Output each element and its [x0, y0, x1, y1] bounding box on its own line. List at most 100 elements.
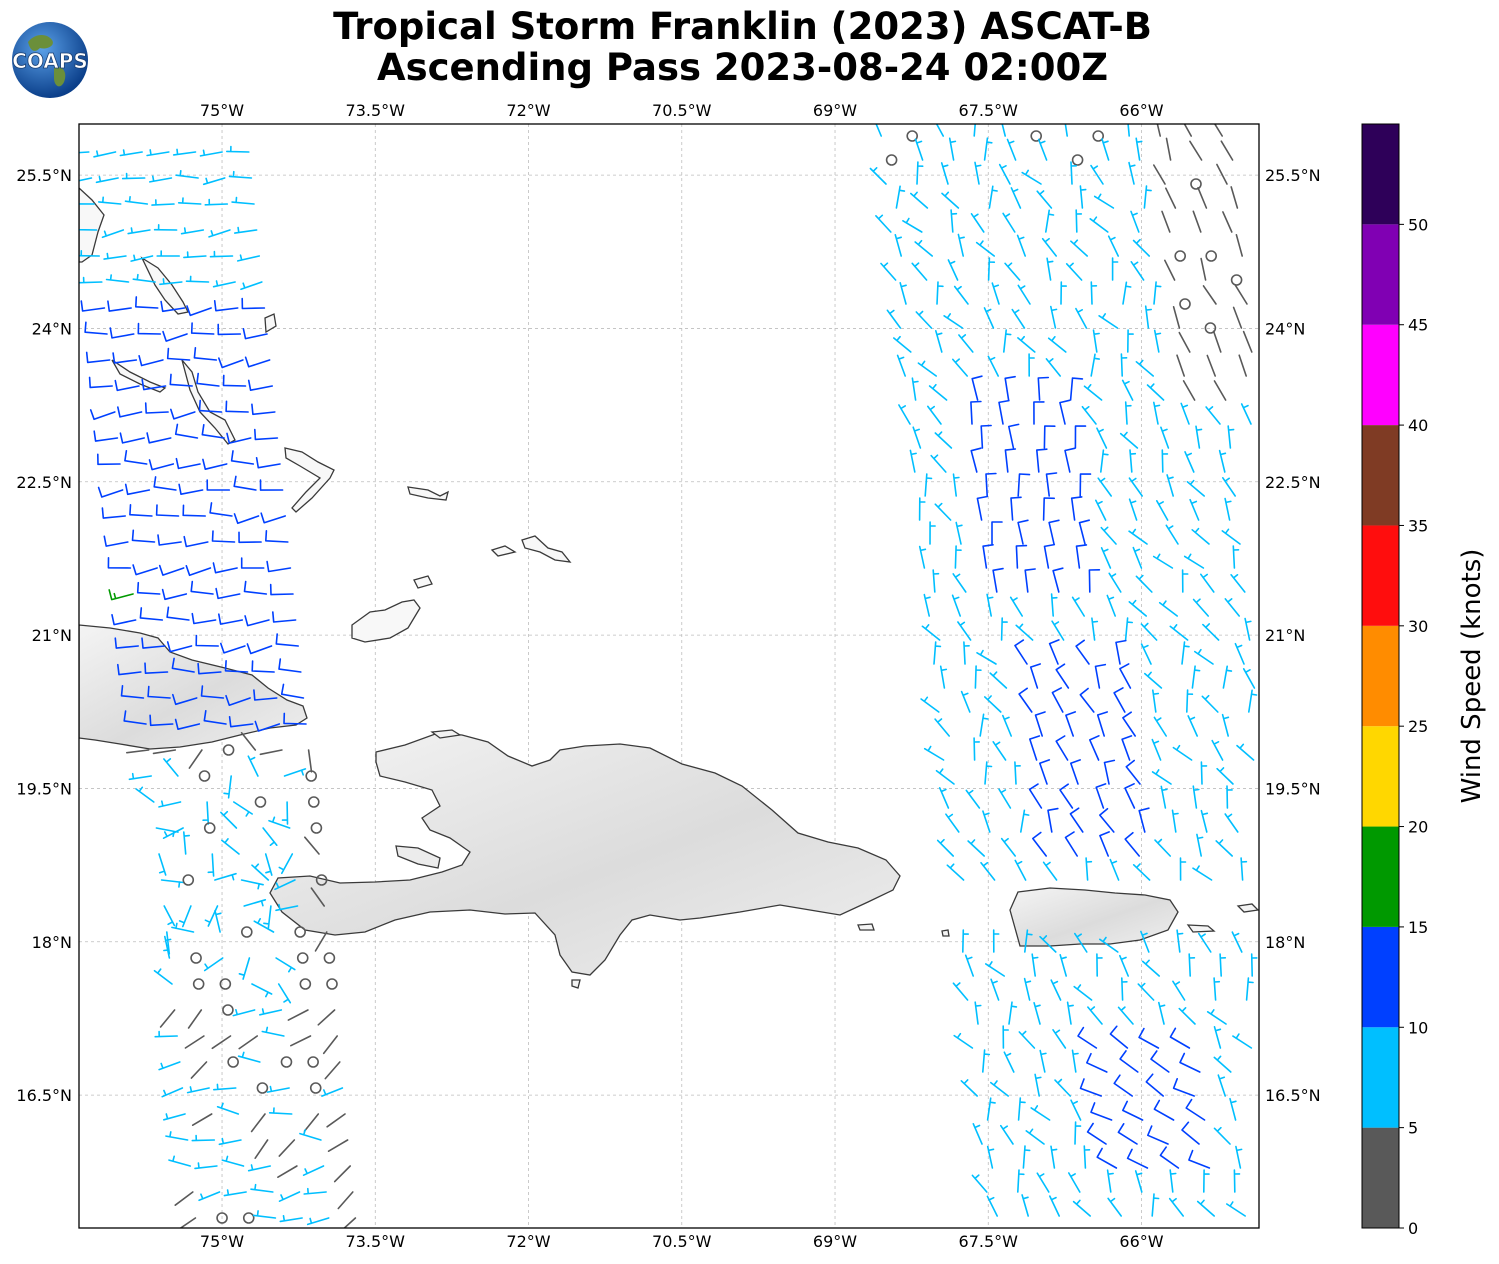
wind-barb: [1172, 744, 1193, 761]
wind-barb: [1127, 329, 1134, 353]
wind-barb: [224, 660, 249, 673]
wind-barb: [1008, 1001, 1018, 1025]
calm-wind-circle: [1230, 274, 1243, 286]
wind-barb: [1130, 210, 1140, 233]
wind-barb: [163, 905, 176, 927]
wind-barb: [1240, 403, 1252, 425]
wind-barbs: [79, 124, 1258, 1228]
wind-barb: [1200, 761, 1208, 785]
wind-barb: [1050, 979, 1062, 1001]
wind-barb: [1166, 474, 1174, 497]
wind-barb: [973, 124, 976, 137]
wind-barb: [182, 504, 206, 517]
wind-barb: [1045, 209, 1055, 233]
wind-barb: [144, 662, 169, 674]
wind-barb: [984, 695, 1002, 713]
wind-barb: [1050, 1145, 1058, 1169]
wind-barb: [304, 836, 320, 855]
lat-tick-label: 24°N: [1265, 319, 1305, 338]
lat-tick-label: 21°N: [32, 626, 72, 645]
wind-barb: [1078, 519, 1090, 545]
wind-barb: [974, 161, 982, 185]
wind-barb: [194, 1162, 218, 1170]
wind-barb: [1189, 498, 1200, 521]
wind-barb: [1196, 833, 1204, 857]
wind-barb: [175, 170, 199, 179]
wind-barb: [149, 714, 174, 727]
wind-barb: [1066, 1001, 1074, 1025]
wind-barb: [1137, 982, 1155, 1001]
wind-barb: [1089, 216, 1109, 233]
wind-barb: [240, 879, 264, 890]
wind-barb: [987, 257, 996, 281]
wind-barb: [163, 1113, 186, 1121]
wind-barb: [226, 145, 250, 153]
wind-barb: [896, 354, 906, 377]
lon-tick-label: 69°W: [813, 1232, 857, 1251]
lon-tick-label: 72°W: [506, 1232, 550, 1251]
wind-barb: [268, 1107, 293, 1115]
wind-barb: [1028, 783, 1043, 809]
wind-barb: [1219, 953, 1227, 977]
wind-barb: [1203, 1169, 1210, 1193]
wind-barb: [1213, 1055, 1232, 1073]
wind-barb: [1059, 783, 1074, 809]
wind-barb: [278, 658, 302, 673]
wind-barb: [1054, 1078, 1071, 1097]
wind-barb: [238, 1035, 258, 1050]
wind-barb: [930, 454, 947, 473]
wind-barb: [250, 1113, 266, 1133]
wind-barb: [1226, 1201, 1246, 1217]
wind-barb: [117, 663, 142, 676]
wind-barb: [941, 191, 960, 209]
wind-barb: [1064, 447, 1076, 473]
wind-barb: [927, 405, 942, 425]
wind-barb: [1150, 1050, 1170, 1073]
wind-barb: [1188, 1149, 1211, 1169]
wind-barb: [204, 905, 219, 927]
wind-barb: [947, 259, 959, 281]
wind-barb: [89, 409, 116, 421]
wind-barb: [1152, 553, 1174, 569]
lon-tick-label: 75°W: [200, 101, 244, 120]
wind-barb: [195, 634, 219, 647]
wind-barb: [929, 521, 936, 545]
wind-barb: [1192, 865, 1213, 881]
wind-barb: [237, 1051, 261, 1063]
wind-barb: [998, 163, 1011, 185]
wind-barb: [162, 330, 188, 342]
wind-barb: [1015, 544, 1028, 569]
wind-barb: [209, 250, 234, 258]
wind-barb: [80, 300, 106, 312]
colorbar-label: Wind Speed (knots): [1457, 549, 1487, 804]
wind-barb: [921, 624, 941, 641]
calm-wind-circle: [1205, 250, 1217, 262]
lat-tick-label: 25.5°N: [16, 166, 72, 185]
calm-wind-circle: [256, 1082, 269, 1094]
wind-barb: [1147, 1125, 1169, 1145]
wind-barb: [233, 513, 260, 525]
wind-barb: [202, 801, 210, 825]
wind-barb: [1047, 807, 1059, 833]
wind-barb: [1002, 714, 1012, 737]
wind-barb: [1124, 401, 1132, 425]
wind-barb: [1075, 209, 1083, 233]
wind-barb: [1017, 1097, 1026, 1121]
wind-barb: [259, 749, 283, 756]
colorbar-tick-label: 40: [1408, 416, 1428, 435]
gonave-island: [395, 845, 441, 869]
wind-barb: [869, 167, 887, 185]
wind-barb: [923, 593, 931, 617]
wind-barb: [1144, 671, 1163, 689]
wind-barb: [166, 347, 191, 361]
wind-barb: [136, 581, 161, 595]
wind-barb: [1108, 572, 1122, 593]
wind-barb: [1171, 809, 1179, 833]
wind-barb: [1041, 237, 1057, 257]
wind-barb: [1009, 596, 1023, 617]
wind-barb: [1018, 1030, 1036, 1049]
lon-tick-label: 67.5°W: [959, 101, 1019, 120]
wind-barb: [918, 545, 927, 569]
wind-barb: [1000, 617, 1008, 641]
wind-barb: [1096, 711, 1108, 737]
